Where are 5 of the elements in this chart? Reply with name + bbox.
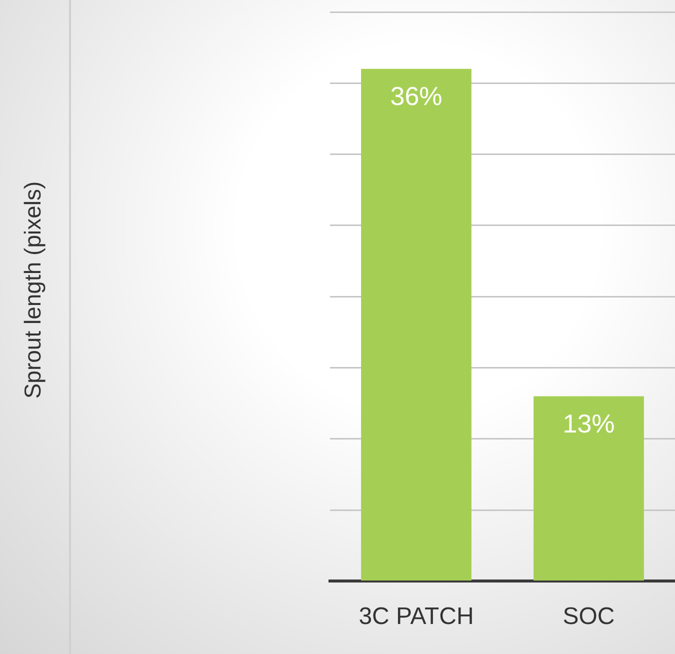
data-label: 36% bbox=[390, 81, 442, 112]
x-tick-label: SOC bbox=[562, 603, 615, 630]
data-label: 13% bbox=[562, 408, 615, 438]
x-tick-label: 3C PATCH bbox=[358, 603, 474, 630]
text: Sprout length (pixels) bbox=[20, 181, 46, 399]
